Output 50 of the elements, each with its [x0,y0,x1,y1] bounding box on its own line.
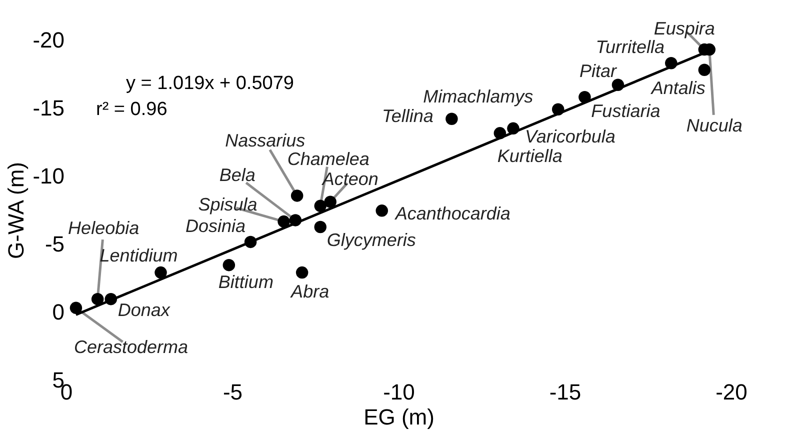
annotation: Abra [290,282,330,302]
point [154,266,167,279]
y-tick-label: -15 [32,96,64,120]
point [91,292,104,306]
x-tick-label: -15 [549,380,582,404]
annotation: Euspira [654,18,715,39]
point [446,112,458,125]
point [278,215,290,228]
y-tick-label: -20 [32,28,64,52]
annotation: Kurtiella [497,146,562,166]
annotation: Varicorbula [525,126,616,146]
x-axis-title: EG (m) [364,404,434,430]
annotation: Bittium [218,272,274,292]
annotation: Heleobia [68,218,140,238]
point [314,200,326,212]
y-tick-label: -5 [44,232,64,256]
point [222,258,236,272]
point [70,302,82,314]
annotation: r² = 0.96 [96,99,168,120]
annotation: Pitar [579,60,618,81]
annotation: Glycymeris [326,230,416,250]
annotation: Fustiaria [591,101,660,122]
annotation: Tellina [382,106,434,126]
point [290,190,304,202]
annotation: Nassarius [225,130,306,151]
annotation: Chamelea [287,148,370,169]
point [376,204,388,217]
annotation: Lentidium [100,246,178,266]
annotation: Turritella [596,37,664,58]
point [324,196,336,208]
annotation: Mimachlamys [423,86,534,106]
y-tick-label: 0 [52,300,64,324]
x-tick-label: -20 [716,380,748,404]
annotation: Acteon [321,168,378,189]
annotation: Nucula [686,116,742,136]
point [296,266,308,279]
annotation: y = 1.019x + 0.5079 [126,73,294,94]
annotation: Bela [219,165,256,186]
annotation: Cerastoderma [74,336,188,357]
y-tick-label: -10 [32,164,64,188]
annotation: Spisula [198,194,258,215]
annotation: Acanthocardia [394,204,510,224]
point [314,220,326,234]
point [698,64,711,76]
annotation: Antalis [650,78,706,98]
x-tick-label: -5 [222,380,243,404]
annotation: Dosinia [186,216,246,236]
annotation: Donax [118,300,171,320]
x-tick-label: -10 [383,380,415,404]
y-axis-title: G-WA (m) [4,162,29,259]
